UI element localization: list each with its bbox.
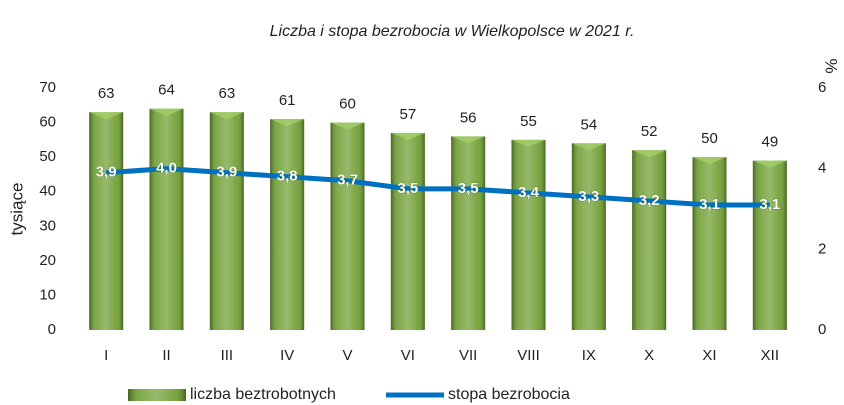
bar-shade xyxy=(692,157,727,330)
data-label: 50 xyxy=(701,130,718,147)
y2-tick-label: 2 xyxy=(818,240,826,257)
x-tick-label: VI xyxy=(401,347,415,364)
bar-cap xyxy=(149,108,184,116)
x-tick-label: XII xyxy=(761,347,779,364)
data-label: 3,5 xyxy=(397,180,418,197)
chart-title: Liczba i stopa bezrobocia w Wielkopolsce… xyxy=(270,23,635,40)
data-label: 49 xyxy=(761,134,778,151)
data-label: 61 xyxy=(279,92,296,109)
bar-cap xyxy=(330,122,365,130)
data-label: 57 xyxy=(399,106,416,123)
x-tick-label: X xyxy=(644,347,654,364)
bar-shade xyxy=(451,136,486,330)
x-tick-label: I xyxy=(104,347,108,364)
bar-cap xyxy=(692,157,727,165)
bar-cap xyxy=(571,143,606,151)
data-label: 3,8 xyxy=(277,168,298,185)
y2-tick-label: 0 xyxy=(818,321,826,338)
bar-cap xyxy=(632,150,667,158)
data-label: 63 xyxy=(98,85,115,102)
data-label: 3,4 xyxy=(518,184,540,201)
data-label: 4,0 xyxy=(156,160,177,177)
y-tick-label: 20 xyxy=(39,252,56,269)
x-tick-label: IX xyxy=(582,347,596,364)
bar-shade xyxy=(209,112,244,330)
data-label: 64 xyxy=(158,82,175,99)
data-label: 54 xyxy=(580,116,597,133)
x-tick-label: V xyxy=(342,347,352,364)
data-label: 3,2 xyxy=(639,192,660,209)
x-tick-label: III xyxy=(221,347,234,364)
bar-shade xyxy=(149,108,184,330)
data-label: 56 xyxy=(460,109,477,126)
data-label: 55 xyxy=(520,113,537,130)
y-axis-label: tysiące xyxy=(7,183,26,236)
data-label: 52 xyxy=(641,123,658,140)
bar-shade xyxy=(330,122,365,330)
legend-label: stopa bezrobocia xyxy=(448,386,570,403)
line xyxy=(105,166,770,208)
bar-cap xyxy=(752,160,787,168)
legend-swatch-shade xyxy=(128,389,186,401)
y2-tick-label: 4 xyxy=(818,160,826,177)
legend-label: liczba beztrobotnych xyxy=(190,386,336,403)
data-label: 3,5 xyxy=(458,180,479,197)
data-label: 3,9 xyxy=(96,164,117,181)
data-label: 3,9 xyxy=(216,164,237,181)
x-tick-label: XI xyxy=(702,347,716,364)
data-label: 3,1 xyxy=(759,196,780,213)
bar-cap xyxy=(511,139,546,147)
bar-shade xyxy=(571,143,606,330)
x-tick-label: II xyxy=(162,347,170,364)
y2-axis-label: % xyxy=(822,58,841,73)
bar-cap xyxy=(270,119,305,127)
x-tick-label: VIII xyxy=(517,347,540,364)
y-tick-label: 30 xyxy=(39,217,56,234)
bar-cap xyxy=(451,136,486,144)
bar-cap xyxy=(209,112,244,120)
y-tick-label: 50 xyxy=(39,148,56,165)
y-tick-label: 10 xyxy=(39,286,56,303)
data-label: 60 xyxy=(339,96,356,113)
y-tick-label: 0 xyxy=(48,321,56,338)
y-tick-label: 40 xyxy=(39,183,56,200)
x-tick-label: VII xyxy=(459,347,477,364)
y-tick-label: 60 xyxy=(39,114,56,131)
y2-tick-label: 6 xyxy=(818,79,826,96)
data-label: 3,3 xyxy=(578,188,599,205)
data-label: 3,1 xyxy=(699,196,720,213)
data-label: 3,7 xyxy=(337,172,358,189)
bar-shade xyxy=(632,150,667,330)
bar-shade xyxy=(752,160,787,330)
bar-shade xyxy=(89,112,124,330)
bar-shade xyxy=(390,132,425,330)
data-label: 63 xyxy=(218,85,235,102)
bar-cap xyxy=(390,132,425,140)
bar-shade xyxy=(511,139,546,330)
bar-cap xyxy=(89,112,124,120)
y-tick-label: 70 xyxy=(39,79,56,96)
x-tick-label: IV xyxy=(280,347,294,364)
bar-shade xyxy=(270,119,305,330)
